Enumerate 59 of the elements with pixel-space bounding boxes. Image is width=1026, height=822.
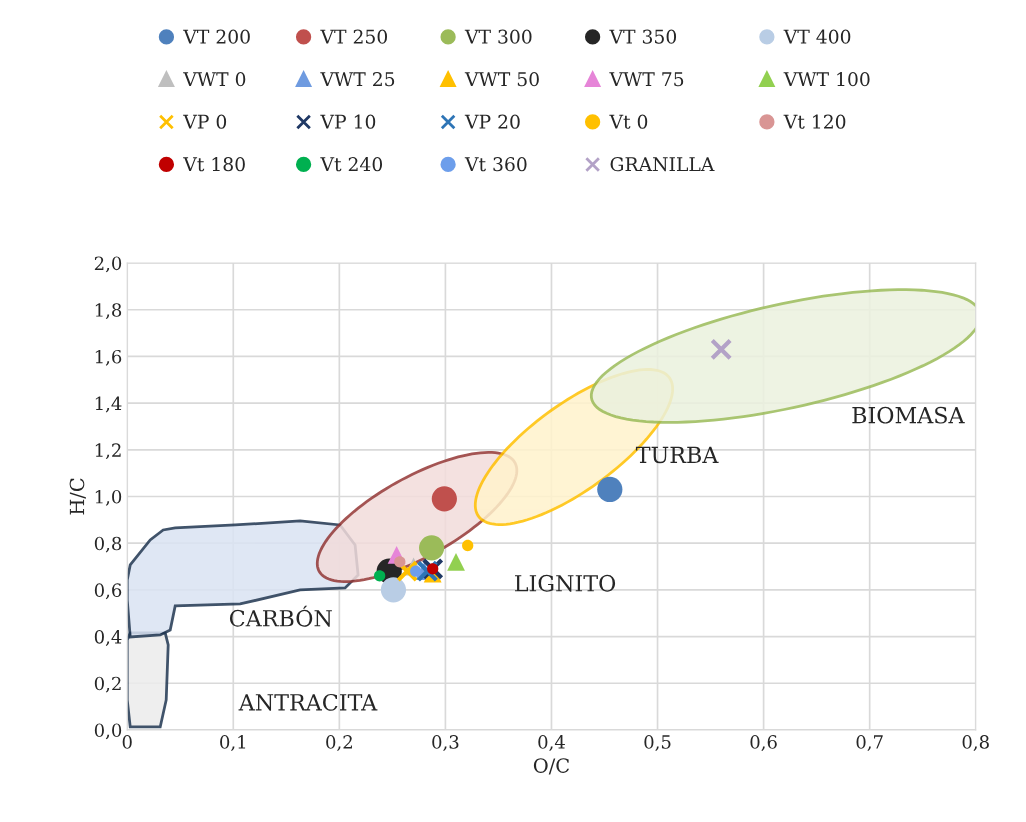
point xyxy=(431,486,457,512)
annotation: CARBÓN xyxy=(229,605,332,627)
point xyxy=(394,556,406,568)
legend-label: VT 200 xyxy=(183,29,250,44)
y-tick-label: 2,0 xyxy=(94,256,122,273)
legend-label: VP 10 xyxy=(320,114,376,129)
legend-label: VWT 0 xyxy=(183,72,246,87)
point xyxy=(380,577,407,603)
x-axis-title: O/C xyxy=(533,758,569,775)
point xyxy=(374,570,386,582)
legend-label: Vt 360 xyxy=(464,157,527,172)
y-tick-label: 0,2 xyxy=(94,676,121,693)
point xyxy=(416,560,439,583)
legend-label: Vt 180 xyxy=(183,157,245,172)
legend-label: Vt 120 xyxy=(783,114,846,129)
annotation: TURBA xyxy=(635,446,719,464)
legend-label: VT 350 xyxy=(609,29,677,44)
y-tick-label: 0,8 xyxy=(94,536,122,553)
y-axis-title: H/C xyxy=(69,478,86,515)
x-tick-label: 0,3 xyxy=(432,735,459,751)
legend-label: VT 250 xyxy=(320,29,388,44)
legend-label: VP 20 xyxy=(464,114,520,129)
y-tick-label: 1,0 xyxy=(95,489,122,506)
point xyxy=(427,563,439,575)
point xyxy=(447,552,465,571)
legend-label: VT 300 xyxy=(464,29,532,44)
annotation: ANTRACITA xyxy=(238,693,378,711)
x-tick-label: 0,6 xyxy=(750,735,777,751)
y-tick-label: 0,4 xyxy=(94,630,122,646)
x-tick-label: 0,8 xyxy=(962,735,989,751)
point xyxy=(710,338,733,361)
legend-label: VWT 50 xyxy=(464,72,539,87)
legend-label: VP 0 xyxy=(183,114,227,129)
y-tick-label: 1,4 xyxy=(95,396,122,413)
legend-label: Vt 0 xyxy=(609,114,648,129)
annotation: BIOMASA xyxy=(852,406,965,424)
point xyxy=(396,560,419,583)
y-tick-label: 0,6 xyxy=(94,583,122,600)
point xyxy=(421,557,444,580)
legend-label: VWT 100 xyxy=(783,72,870,87)
x-tick-label: 0,1 xyxy=(220,735,246,751)
legend-label: GRANILLA xyxy=(610,157,715,172)
x-tick-label: 0,4 xyxy=(538,735,565,751)
annotation: LIGNITO xyxy=(515,574,616,592)
x-tick-label: 0,2 xyxy=(326,735,352,751)
y-tick-label: 1,2 xyxy=(95,443,121,460)
legend-label: Vt 240 xyxy=(320,157,383,172)
y-tick-label: 0,0 xyxy=(94,723,122,740)
point xyxy=(462,539,474,552)
legend-label: VWT 75 xyxy=(609,72,684,87)
point xyxy=(597,476,623,503)
legend-label: VT 400 xyxy=(783,29,851,44)
point xyxy=(419,535,445,561)
x-tick-label: 0,5 xyxy=(644,735,671,751)
x-tick-label: 0,7 xyxy=(856,735,883,751)
y-tick-label: 1,6 xyxy=(95,349,122,366)
y-tick-label: 1,8 xyxy=(95,303,122,320)
legend-label: VWT 25 xyxy=(320,72,395,87)
x-tick-label: 0 xyxy=(122,735,132,749)
